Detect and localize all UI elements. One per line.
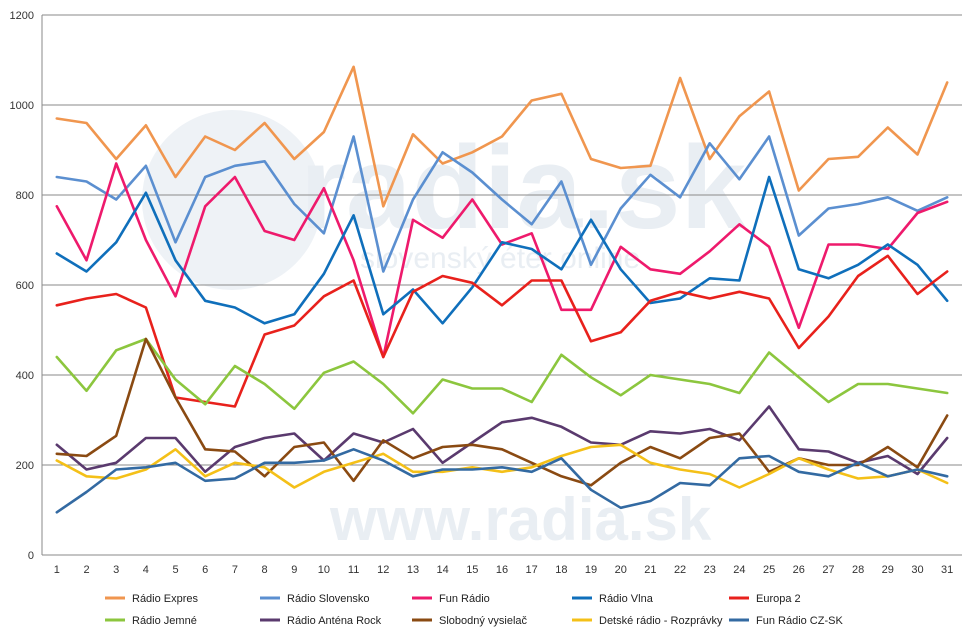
- y-tick-label: 800: [16, 190, 34, 202]
- legend-item: Slobodný vysielač: [412, 615, 528, 627]
- x-tick-label: 17: [526, 564, 538, 576]
- x-tick-label: 29: [882, 564, 894, 576]
- x-tick-label: 4: [143, 564, 149, 576]
- series-line-europa-2: [55, 254, 949, 408]
- legend-label: Europa 2: [756, 593, 801, 605]
- x-tick-label: 11: [348, 564, 359, 576]
- x-tick-label: 3: [113, 564, 119, 576]
- legend-item: Rádio Slovensko: [260, 593, 370, 605]
- y-tick-label: 1200: [10, 10, 34, 22]
- legend-label: Slobodný vysielač: [439, 615, 528, 627]
- x-tick-label: 15: [466, 564, 478, 576]
- series-line-radio-antena-rock: [55, 405, 949, 476]
- y-gridlines: [41, 14, 962, 556]
- x-tick-label: 30: [911, 564, 923, 576]
- watermark-brand: radia.sk: [300, 122, 746, 254]
- legend-label: Rádio Slovensko: [287, 593, 370, 605]
- series-line-radio-jemne: [55, 337, 949, 415]
- legend-label: Rádio Anténa Rock: [287, 615, 382, 627]
- legend-item: Fun Rádio CZ-SK: [729, 615, 843, 627]
- x-tick-label: 1: [54, 564, 60, 576]
- x-tick-label: 20: [615, 564, 627, 576]
- x-tick-label: 9: [291, 564, 297, 576]
- legend-label: Fun Rádio: [439, 593, 490, 605]
- legend-label: Fun Rádio CZ-SK: [756, 615, 843, 627]
- series-line-radio-slovensko: [55, 135, 949, 273]
- x-tick-label: 13: [407, 564, 419, 576]
- x-axis-ticks: 1 2 3 4 5 6 7 8 9 10 11 12 13 14 15 16 17 18 19 20 21 22 23 24 2…: [54, 564, 954, 576]
- legend-label: Rádio Expres: [132, 593, 199, 605]
- x-tick-label: 18: [555, 564, 567, 576]
- series-line-radio-vlna: [55, 175, 949, 325]
- x-tick-label: 22: [674, 564, 686, 576]
- y-tick-label: 0: [28, 550, 34, 562]
- x-tick-label: 23: [704, 564, 716, 576]
- legend-item: Rádio Vlna: [572, 593, 654, 605]
- x-tick-label: 12: [377, 564, 389, 576]
- legend-item: Rádio Anténa Rock: [260, 615, 382, 627]
- watermark-bottom-text: www.radia.sk: [329, 486, 712, 553]
- x-tick-label: 10: [318, 564, 330, 576]
- y-tick-label: 600: [16, 280, 34, 292]
- legend-item: Rádio Jemné: [105, 615, 197, 627]
- watermark-logo-icon: [142, 110, 322, 290]
- series-line-detske-radio-rozpravky: [55, 443, 949, 489]
- x-tick-label: 27: [822, 564, 834, 576]
- legend: Rádio Expres Rádio Slovensko Fun Rádio Rádi…: [105, 593, 843, 627]
- x-tick-label: 31: [941, 564, 953, 576]
- y-axis-ticks: 0 200 400 600 800 1000 1200: [10, 10, 34, 562]
- x-tick-label: 8: [262, 564, 268, 576]
- legend-label: Rádio Vlna: [599, 593, 654, 605]
- x-tick-label: 16: [496, 564, 508, 576]
- series-lines: [55, 65, 949, 514]
- x-tick-label: 26: [793, 564, 805, 576]
- x-tick-label: 19: [585, 564, 597, 576]
- x-tick-label: 7: [232, 564, 238, 576]
- series-line-radio-expres: [55, 65, 949, 208]
- x-tick-label: 28: [852, 564, 864, 576]
- x-tick-label: 6: [202, 564, 208, 576]
- x-tick-label: 5: [172, 564, 178, 576]
- x-tick-label: 24: [733, 564, 745, 576]
- legend-item: Rádio Expres: [105, 593, 199, 605]
- x-tick-label: 21: [644, 564, 656, 576]
- legend-label: Rádio Jemné: [132, 615, 197, 627]
- legend-item: Detské rádio - Rozprávky: [572, 615, 723, 627]
- x-tick-label: 25: [763, 564, 775, 576]
- x-tick-label: 14: [437, 564, 449, 576]
- series-line-fun-radio-cz-sk: [55, 447, 949, 514]
- watermark: radia.sk slovenský éter online www.radia…: [142, 110, 746, 553]
- x-tick-label: 2: [83, 564, 89, 576]
- legend-item: Fun Rádio: [412, 593, 490, 605]
- legend-label: Detské rádio - Rozprávky: [599, 615, 723, 627]
- y-tick-label: 1000: [10, 100, 34, 112]
- y-tick-label: 200: [16, 460, 34, 472]
- y-tick-label: 400: [16, 370, 34, 382]
- legend-item: Europa 2: [729, 593, 801, 605]
